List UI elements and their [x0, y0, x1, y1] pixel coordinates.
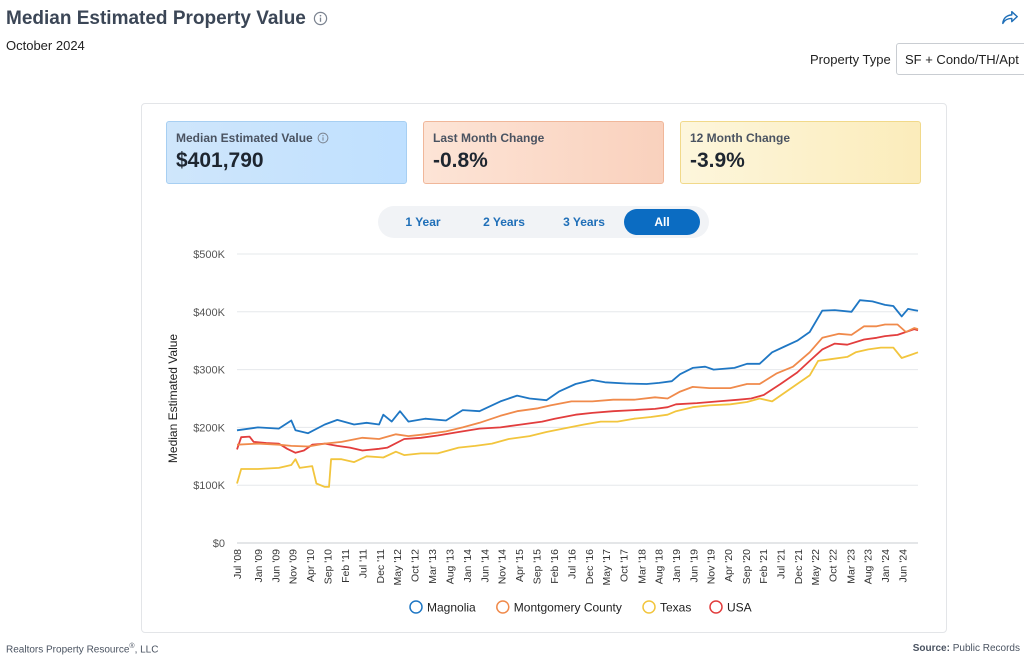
range-3-years-button[interactable]: 3 Years — [563, 215, 605, 229]
y-axis-label: Median Estimated Value — [166, 334, 180, 464]
x-tick-label: Jun '09 — [270, 549, 282, 583]
series-line-montgomery-county — [236, 323, 919, 448]
legend-label: Texas — [660, 601, 691, 615]
x-tick-label: Aug '23 — [862, 549, 874, 584]
y-tick-label: $200K — [193, 422, 225, 434]
y-tick-label: $500K — [193, 249, 225, 261]
x-tick-label: Oct '12 — [410, 549, 422, 582]
x-tick-label: Nov '19 — [706, 549, 718, 584]
footer-company: Realtors Property Resource®, LLC — [6, 643, 159, 655]
source-value: Public Records — [952, 643, 1020, 654]
x-tick-label: May '17 — [601, 549, 613, 586]
page-title: Median Estimated Property Value — [6, 8, 306, 29]
x-tick-label: Mar '23 — [845, 549, 857, 584]
x-tick-label: Jan '19 — [671, 549, 683, 583]
x-tick-label: Aug '13 — [444, 549, 456, 584]
x-tick-label: Nov '09 — [288, 549, 300, 584]
x-tick-label: Feb '21 — [758, 549, 770, 584]
share-icon[interactable] — [1001, 9, 1019, 27]
legend-label: Magnolia — [427, 601, 476, 615]
x-tick-label: Feb '11 — [340, 549, 352, 583]
property-type-label: Property Type — [810, 52, 891, 67]
range-selector: 1 Year 2 Years 3 Years All — [378, 206, 709, 238]
legend-label: Montgomery County — [514, 601, 622, 615]
series-line-texas — [236, 346, 919, 488]
series-line-usa — [236, 328, 919, 454]
source-label: Source: — [912, 643, 950, 654]
y-tick-label: $400K — [193, 307, 225, 319]
x-tick-label: Nov '14 — [497, 549, 509, 584]
twelve-month-value: -3.9% — [690, 149, 745, 172]
x-tick-label: Oct '17 — [619, 549, 631, 582]
x-tick-label: Jul '16 — [566, 549, 578, 579]
property-type-select[interactable]: SF + Condo/TH/Apt — [896, 43, 1024, 75]
x-tick-label: Sep '10 — [323, 549, 335, 584]
y-tick-label: $0 — [213, 538, 225, 550]
y-tick-label: $100K — [193, 480, 225, 492]
x-tick-label: Sep '20 — [741, 549, 753, 584]
x-tick-label: Sep '15 — [532, 549, 544, 584]
x-tick-label: Aug '18 — [653, 549, 665, 584]
median-value-label: Median Estimated Value — [176, 131, 313, 145]
legend-marker — [409, 600, 423, 614]
last-month-value: -0.8% — [433, 149, 488, 172]
range-all-button[interactable]: All — [624, 209, 700, 235]
median-value-card: Median Estimated Value $401,790 — [166, 121, 407, 184]
x-tick-label: Apr '15 — [514, 549, 526, 582]
x-tick-label: Jul '21 — [775, 549, 787, 579]
x-tick-label: Jun '24 — [898, 549, 910, 583]
x-tick-label: Oct '22 — [828, 549, 840, 582]
chart-panel — [141, 103, 947, 633]
median-value: $401,790 — [176, 149, 264, 172]
x-tick-label: Jan '24 — [880, 549, 892, 583]
x-tick-label: Jan '09 — [253, 549, 265, 583]
x-tick-label: Apr '20 — [723, 549, 735, 582]
company-name: Realtors Property Resource — [6, 644, 130, 655]
twelve-month-card: 12 Month Change -3.9% — [680, 121, 921, 184]
footer-source: Source: Public Records — [913, 643, 1020, 654]
x-tick-label: Mar '18 — [636, 549, 648, 584]
x-tick-label: Mar '13 — [427, 549, 439, 584]
legend-marker — [642, 600, 656, 614]
info-icon[interactable] — [313, 11, 328, 26]
x-tick-label: Dec '11 — [375, 549, 387, 584]
info-icon[interactable] — [317, 132, 329, 144]
x-tick-label: Jun '19 — [689, 549, 701, 583]
x-tick-label: Dec '21 — [793, 549, 805, 584]
x-tick-label: Jun '14 — [479, 549, 491, 583]
x-tick-label: Jan '14 — [462, 549, 474, 583]
x-tick-label: Dec '16 — [584, 549, 596, 584]
last-month-card: Last Month Change -0.8% — [423, 121, 664, 184]
last-month-label: Last Month Change — [433, 131, 545, 145]
company-suffix: , LLC — [134, 644, 159, 655]
range-1-year-button[interactable]: 1 Year — [405, 215, 441, 229]
x-tick-label: Jul '08 — [232, 549, 244, 579]
y-tick-label: $300K — [193, 365, 225, 377]
legend-label: USA — [727, 601, 752, 615]
x-tick-label: May '12 — [392, 549, 404, 586]
x-tick-label: Apr '10 — [305, 549, 317, 582]
series-line-magnolia — [236, 299, 919, 435]
report-date: October 2024 — [6, 38, 85, 53]
twelve-month-label: 12 Month Change — [690, 131, 791, 145]
x-tick-label: Feb '16 — [549, 549, 561, 584]
x-tick-label: May '22 — [810, 549, 822, 586]
legend-marker — [709, 600, 723, 614]
x-tick-label: Jul '11 — [357, 549, 369, 578]
legend-marker — [496, 600, 510, 614]
range-2-years-button[interactable]: 2 Years — [483, 215, 525, 229]
